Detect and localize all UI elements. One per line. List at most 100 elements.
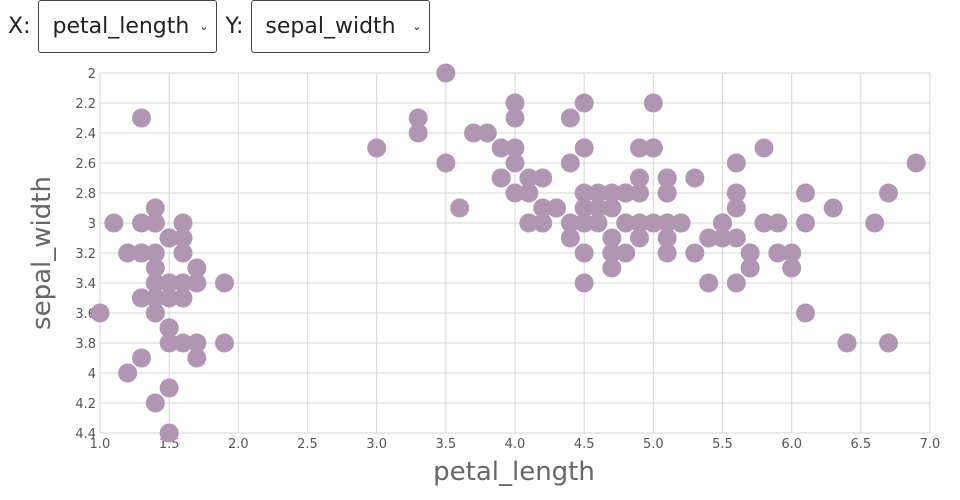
y-select-value: sepal_width xyxy=(265,14,396,39)
x-tick-label: 3.5 xyxy=(435,437,456,452)
data-point xyxy=(602,228,622,248)
data-point xyxy=(367,138,387,158)
data-point xyxy=(726,273,746,293)
data-point xyxy=(505,93,525,113)
data-point xyxy=(602,198,622,218)
x-tick-label: 2.5 xyxy=(297,437,318,452)
data-point xyxy=(173,288,193,308)
data-point xyxy=(145,393,165,413)
x-tick-label: 5.5 xyxy=(712,437,733,452)
data-point xyxy=(505,138,525,158)
data-point xyxy=(173,228,193,248)
data-point xyxy=(906,153,926,173)
data-point xyxy=(574,243,594,263)
data-point xyxy=(477,123,497,143)
data-point xyxy=(865,213,885,233)
data-point xyxy=(519,183,539,203)
data-point xyxy=(159,288,179,308)
data-point xyxy=(159,333,179,353)
y-axis-title: sepal_width xyxy=(27,176,57,330)
data-points xyxy=(90,63,926,443)
data-point xyxy=(145,258,165,278)
data-point xyxy=(616,243,636,263)
data-point xyxy=(699,273,719,293)
data-point xyxy=(145,288,165,308)
data-point xyxy=(837,333,857,353)
data-point xyxy=(726,228,746,248)
data-point xyxy=(436,63,456,83)
data-point xyxy=(159,228,179,248)
x-tick-label: 5.0 xyxy=(643,437,664,452)
data-point xyxy=(796,303,815,323)
data-point xyxy=(630,183,649,203)
data-point xyxy=(630,213,649,233)
data-point xyxy=(823,198,843,218)
y-tick-label: 2.2 xyxy=(75,97,96,112)
data-point xyxy=(519,168,539,188)
data-point xyxy=(768,213,788,233)
x-tick-label: 2.0 xyxy=(228,437,249,452)
data-point xyxy=(118,243,138,263)
y-tick-label: 3.4 xyxy=(75,277,96,292)
data-point xyxy=(533,213,553,233)
data-point xyxy=(726,198,746,218)
data-point xyxy=(145,273,165,293)
x-tick-label: 6.0 xyxy=(781,437,802,452)
data-point xyxy=(187,333,207,353)
data-point xyxy=(657,243,677,263)
data-point xyxy=(132,213,151,233)
data-point xyxy=(740,258,760,278)
x-tick-label: 6.5 xyxy=(850,437,871,452)
data-point xyxy=(574,138,594,158)
data-point xyxy=(754,138,774,158)
data-point xyxy=(602,243,622,263)
data-point xyxy=(630,138,649,158)
data-point xyxy=(505,153,525,173)
data-point xyxy=(574,273,594,293)
data-point xyxy=(560,228,580,248)
data-point xyxy=(145,198,165,218)
data-point xyxy=(187,348,207,368)
data-point xyxy=(173,243,193,263)
data-point xyxy=(630,228,649,248)
data-point xyxy=(574,183,594,203)
x-axis-select[interactable]: petal_length ⌄ xyxy=(38,0,218,53)
y-tick-label: 2.6 xyxy=(75,157,96,172)
data-point xyxy=(159,318,179,338)
data-point xyxy=(782,243,802,263)
data-point xyxy=(408,123,428,143)
data-point xyxy=(574,93,594,113)
data-point xyxy=(145,303,165,323)
data-point xyxy=(657,168,677,188)
y-tick-label: 3 xyxy=(88,217,96,232)
tick-labels: 1.0 1.5 2.0 2.5 3.0 3.5 4.0 4.5 5.0 5.5 6.0 6.5 7.02… xyxy=(75,67,940,452)
chevron-down-icon: ⌄ xyxy=(412,19,422,33)
data-point xyxy=(132,108,151,128)
data-point xyxy=(782,258,802,278)
data-point xyxy=(104,213,124,233)
data-point xyxy=(740,243,760,263)
data-point xyxy=(132,243,151,263)
data-point xyxy=(671,213,691,233)
x-tick-label: 7.0 xyxy=(920,437,941,452)
data-point xyxy=(879,183,898,203)
x-select-value: petal_length xyxy=(52,14,190,39)
data-point xyxy=(159,378,179,398)
data-point xyxy=(464,123,483,143)
data-point xyxy=(574,198,594,218)
data-point xyxy=(588,213,608,233)
data-point xyxy=(768,243,788,263)
data-point xyxy=(547,198,566,218)
y-axis-select[interactable]: sepal_width ⌄ xyxy=(251,0,431,53)
data-point xyxy=(713,213,732,233)
data-point xyxy=(796,183,815,203)
x-tick-label: 4.5 xyxy=(574,437,595,452)
data-point xyxy=(145,213,165,233)
data-point xyxy=(505,108,525,128)
data-point xyxy=(159,423,179,443)
data-point xyxy=(588,198,608,218)
data-point xyxy=(713,228,732,248)
data-point xyxy=(173,213,193,233)
axis-controls: X: petal_length ⌄ Y: sepal_width ⌄ xyxy=(8,0,438,53)
data-point xyxy=(187,273,207,293)
